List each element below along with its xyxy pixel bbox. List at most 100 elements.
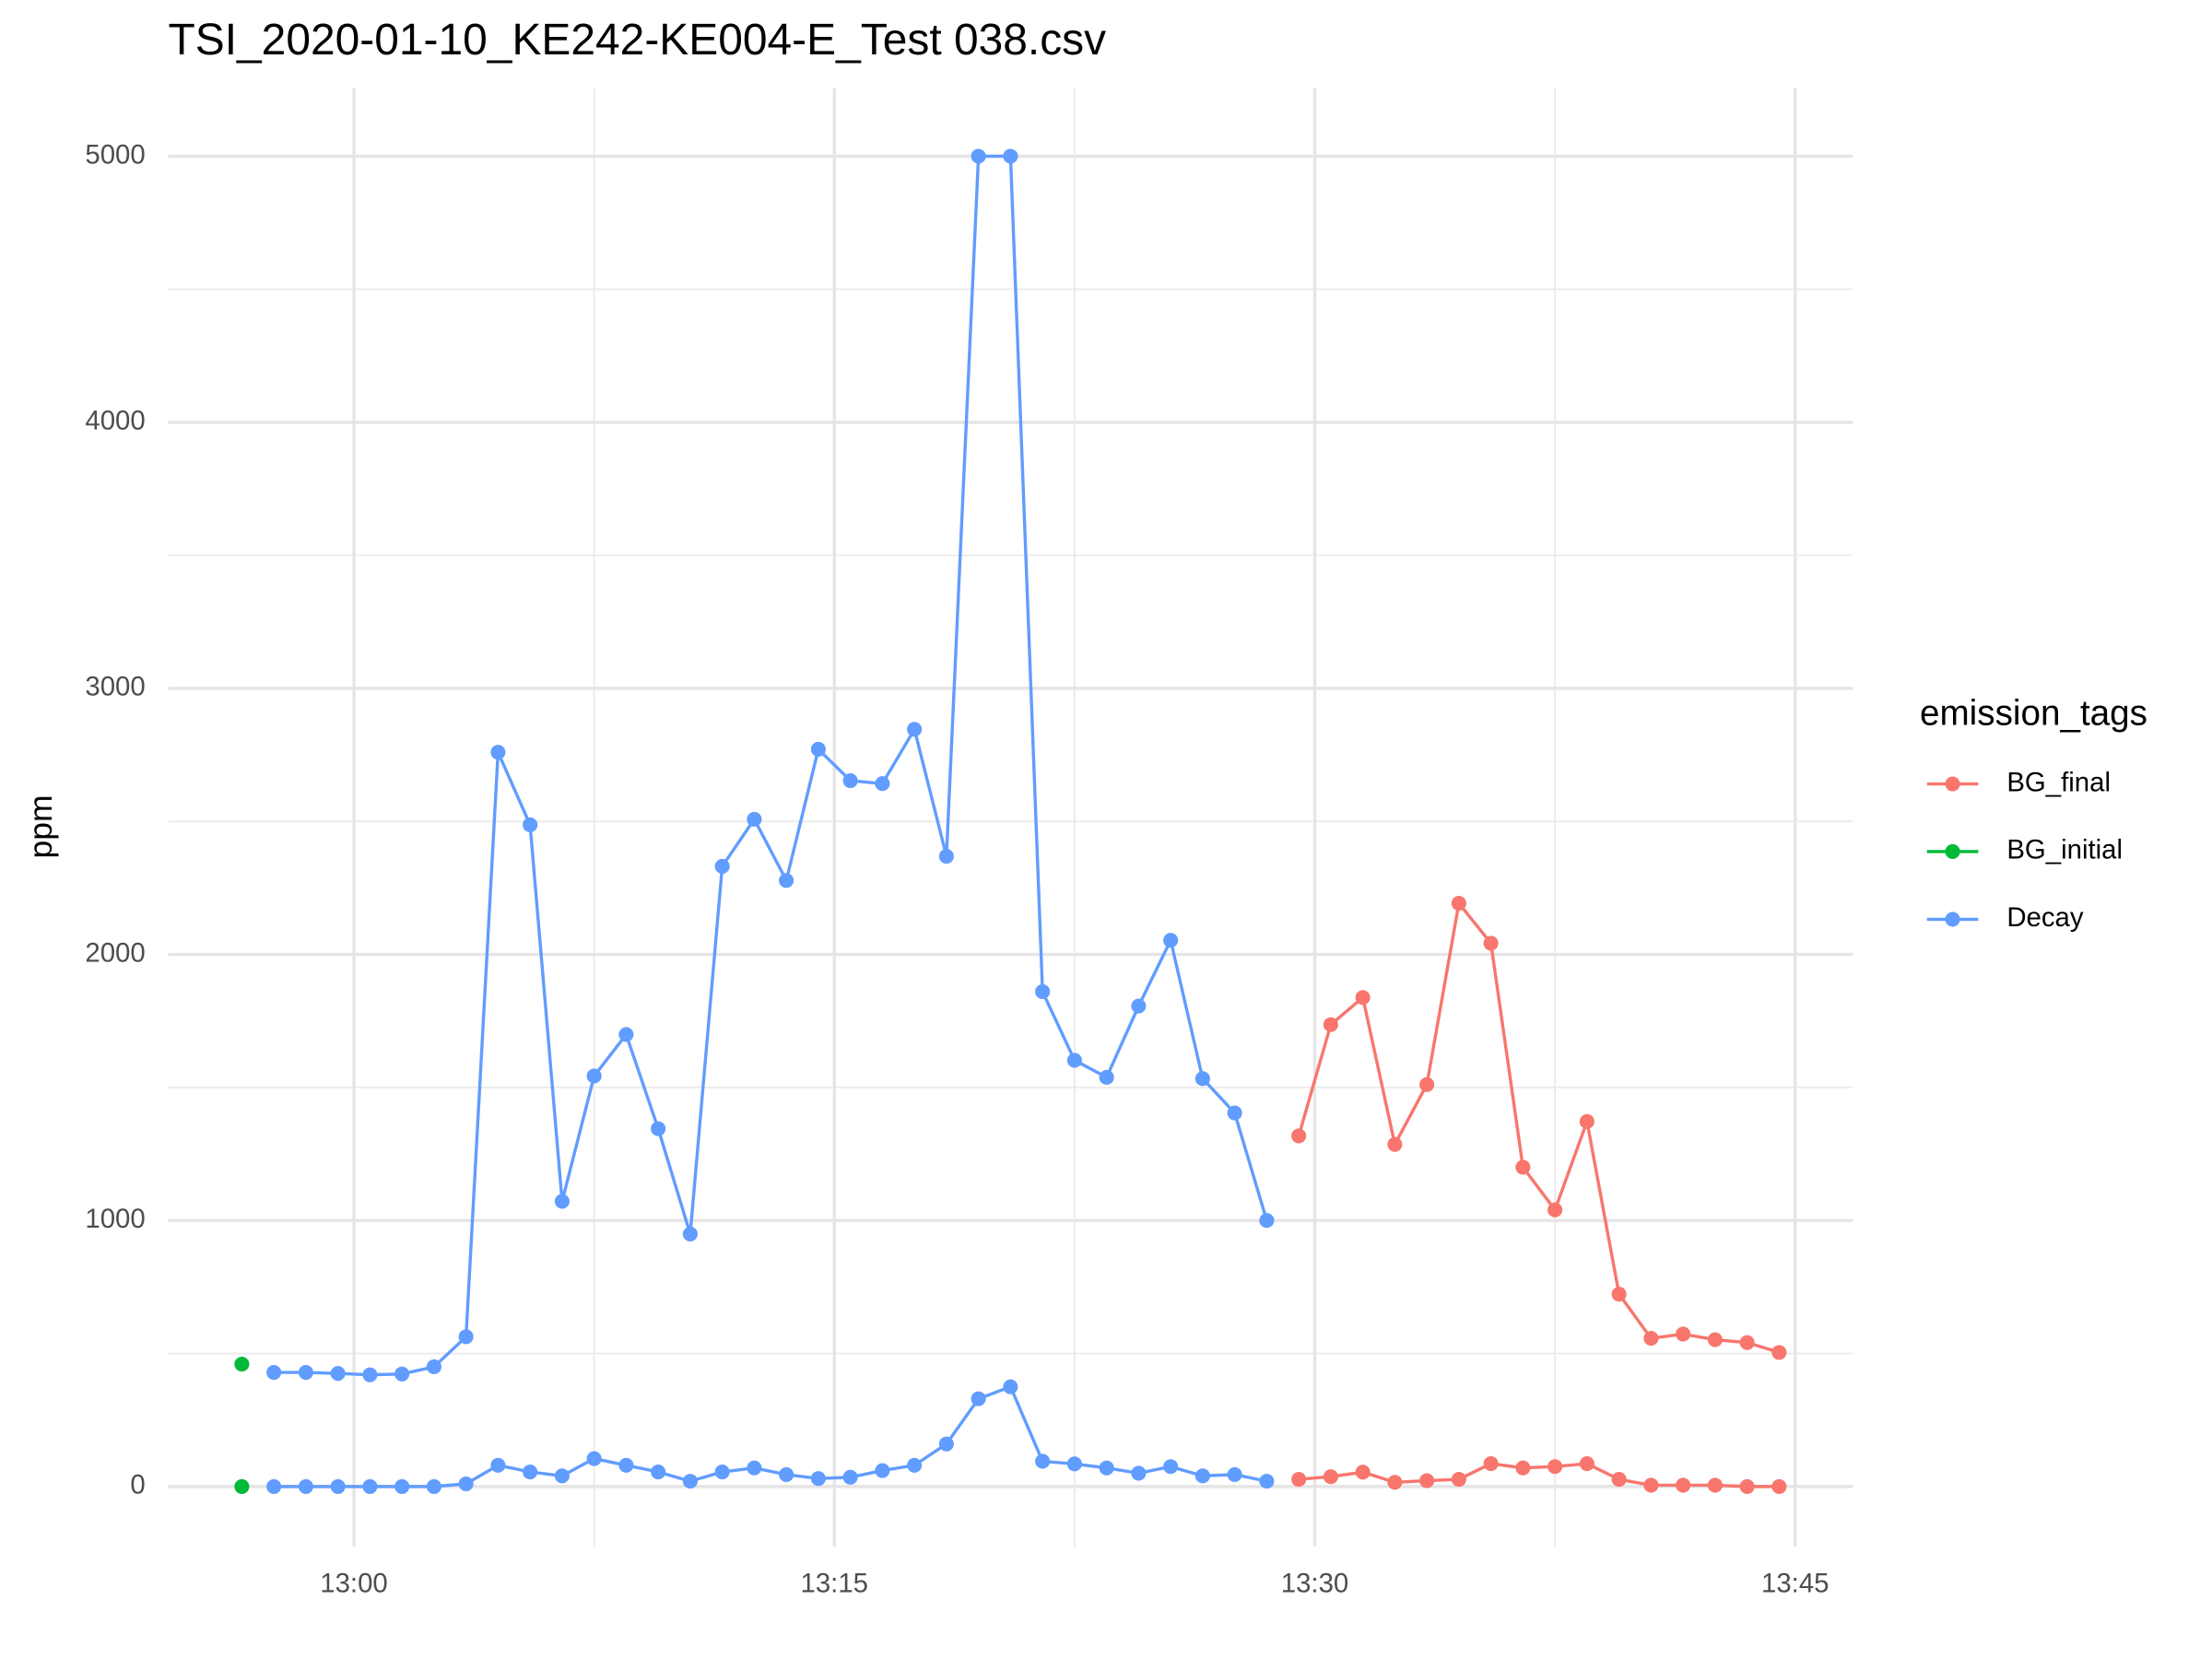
data-point (682, 1474, 698, 1489)
data-point (554, 1468, 570, 1484)
data-point (1515, 1159, 1531, 1175)
data-point (1099, 1460, 1114, 1476)
data-point (651, 1121, 666, 1136)
legend-label: Decay (2006, 902, 2084, 933)
data-point (875, 1463, 890, 1478)
data-point (1707, 1332, 1723, 1347)
data-point (1515, 1460, 1531, 1476)
data-point (1355, 1465, 1371, 1480)
data-point (971, 1391, 986, 1406)
data-point (330, 1478, 346, 1494)
data-point (362, 1367, 378, 1382)
data-point (1451, 896, 1466, 912)
data-point (458, 1476, 474, 1492)
data-point (1163, 933, 1179, 948)
data-point (907, 722, 923, 737)
data-point (1099, 1069, 1114, 1085)
data-point (1611, 1472, 1627, 1488)
data-point (1676, 1477, 1691, 1493)
series-line (1297, 900, 1780, 1355)
data-point (779, 873, 794, 888)
data-point (682, 1226, 698, 1241)
data-point (1259, 1213, 1275, 1229)
data-point (907, 1457, 923, 1473)
data-point (1291, 1128, 1307, 1144)
data-point (1483, 1456, 1499, 1472)
data-point (1035, 1453, 1051, 1469)
data-point (1259, 1474, 1275, 1489)
data-point (810, 1471, 826, 1487)
chart-title: TSI_2020-01-10_KE242-KE004-E_Test 038.cs… (168, 16, 1106, 65)
data-point (490, 1457, 506, 1473)
data-point (938, 848, 954, 865)
y-tick-label: 2000 (85, 937, 145, 968)
data-point (1163, 1459, 1179, 1475)
data-point (362, 1478, 378, 1494)
y-tick-label: 1000 (85, 1204, 145, 1234)
data-point (523, 1464, 538, 1480)
data-point (1387, 1136, 1403, 1152)
series-line (1298, 1462, 1780, 1488)
data-point (1579, 1113, 1594, 1129)
data-point (1739, 1335, 1755, 1350)
data-point (747, 1460, 762, 1476)
data-point (426, 1359, 441, 1375)
x-tick-label: 13:30 (1281, 1568, 1349, 1598)
data-point (1707, 1477, 1723, 1493)
y-tick-label: 3000 (85, 672, 145, 702)
legend-swatch-point (1945, 912, 1960, 927)
data-point (234, 1478, 250, 1494)
data-point (1066, 1053, 1082, 1068)
data-point (586, 1451, 602, 1466)
data-point (330, 1366, 346, 1382)
legend-swatch-point (1945, 776, 1960, 792)
x-tick-label: 13:00 (320, 1568, 388, 1598)
data-point (266, 1478, 282, 1494)
data-point (266, 1364, 282, 1381)
data-point (1579, 1456, 1594, 1472)
data-point (298, 1478, 313, 1494)
data-point (1003, 148, 1018, 164)
data-point (458, 1329, 474, 1345)
data-point (651, 1464, 666, 1480)
data-point (1643, 1331, 1659, 1347)
data-point (1323, 1469, 1338, 1485)
data-point (971, 148, 986, 164)
data-point (1643, 1477, 1659, 1493)
data-point (1194, 1071, 1210, 1087)
data-point (714, 858, 730, 875)
data-point (779, 1466, 794, 1482)
data-point (810, 741, 826, 757)
data-point (234, 1357, 250, 1372)
data-point (1739, 1478, 1755, 1494)
data-point (1771, 1478, 1787, 1494)
data-point (1451, 1472, 1466, 1488)
data-point (1547, 1459, 1563, 1475)
data-point (394, 1478, 410, 1494)
legend-title: emission_tags (1920, 693, 2147, 733)
series-line (274, 154, 1269, 1377)
data-point (1323, 1017, 1338, 1032)
y-tick-label: 5000 (85, 139, 145, 170)
legend-label: BG_initial (2006, 835, 2123, 865)
data-point (426, 1478, 441, 1494)
data-point (618, 1457, 634, 1473)
y-axis-title: ppm (22, 794, 59, 858)
data-point (1419, 1077, 1435, 1092)
data-point (1483, 935, 1499, 951)
data-point (1035, 983, 1051, 999)
data-point (1676, 1326, 1691, 1342)
data-point (1611, 1287, 1627, 1302)
data-point (1771, 1345, 1787, 1360)
data-point (714, 1464, 730, 1480)
data-point (586, 1068, 602, 1084)
data-point (554, 1194, 570, 1209)
data-point (1355, 990, 1371, 1006)
data-point (618, 1027, 634, 1042)
x-tick-label: 13:45 (1761, 1568, 1830, 1598)
y-tick-label: 4000 (85, 406, 145, 436)
data-point (1131, 1465, 1147, 1481)
data-point (490, 745, 506, 760)
